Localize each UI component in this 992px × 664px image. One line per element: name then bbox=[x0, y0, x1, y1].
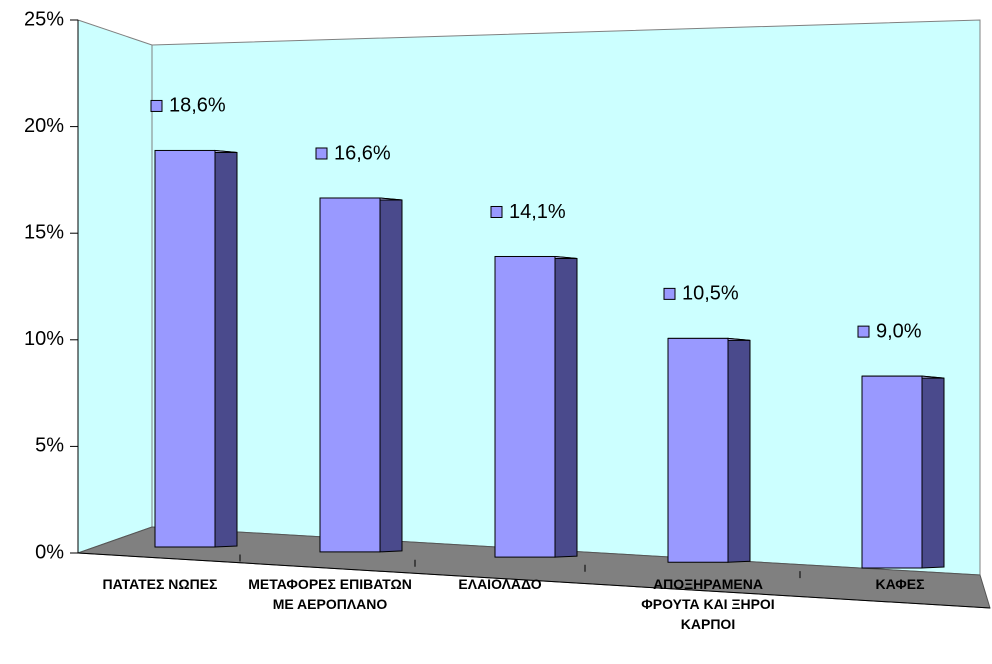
bar bbox=[667, 337, 751, 563]
bar-front bbox=[861, 375, 923, 569]
value-label: 10,5% bbox=[682, 283, 739, 305]
y-tick-label: 5% bbox=[35, 435, 64, 457]
x-tick-label: ΕΛΑΙΟΛΑΔΟ bbox=[458, 576, 542, 592]
value-label: 18,6% bbox=[169, 95, 226, 117]
value-label: 16,6% bbox=[334, 142, 391, 164]
bar-front bbox=[319, 197, 381, 553]
y-tick-label: 0% bbox=[35, 541, 64, 563]
value-marker bbox=[857, 325, 870, 338]
bar-front bbox=[154, 149, 216, 548]
bar-side bbox=[554, 255, 578, 558]
bar-side bbox=[921, 375, 945, 569]
y-tick-label: 10% bbox=[24, 328, 64, 350]
x-axis bbox=[77, 552, 991, 609]
value-label: 14,1% bbox=[509, 201, 566, 223]
value-marker bbox=[663, 287, 676, 300]
bar bbox=[154, 149, 238, 548]
x-tick-label: ΜΕΤΑΦΟΡΕΣ ΕΠΙΒΑΤΩΝ ΜΕ ΑΕΡΟΠΛΑΝΟ bbox=[248, 576, 412, 612]
bar-side bbox=[727, 337, 751, 563]
bar-front bbox=[494, 255, 556, 558]
y-tick-label: 20% bbox=[24, 115, 64, 137]
bar bbox=[861, 375, 945, 569]
value-label: 9,0% bbox=[876, 320, 922, 342]
bar-front bbox=[667, 337, 729, 563]
bar-side bbox=[214, 149, 238, 548]
x-tick-label: ΑΠΟΞΗΡΑΜΕΝΑ ΦΡΟΥΤΑ ΚΑΙ ΞΗΡΟΙ ΚΑΡΠΟΙ bbox=[641, 576, 775, 632]
bar-side bbox=[379, 197, 403, 553]
x-tick-label: ΚΑΦΕΣ bbox=[875, 576, 925, 592]
x-tick-label: ΠΑΤΑΤΕΣ ΝΩΠΕΣ bbox=[102, 576, 218, 592]
y-tick-label: 25% bbox=[24, 8, 64, 30]
value-marker bbox=[490, 205, 503, 218]
bar bbox=[494, 255, 578, 558]
left-wall bbox=[77, 19, 153, 554]
bar bbox=[319, 197, 403, 553]
y-tick-label: 15% bbox=[24, 221, 64, 243]
value-marker bbox=[315, 147, 328, 160]
value-marker bbox=[150, 99, 163, 112]
